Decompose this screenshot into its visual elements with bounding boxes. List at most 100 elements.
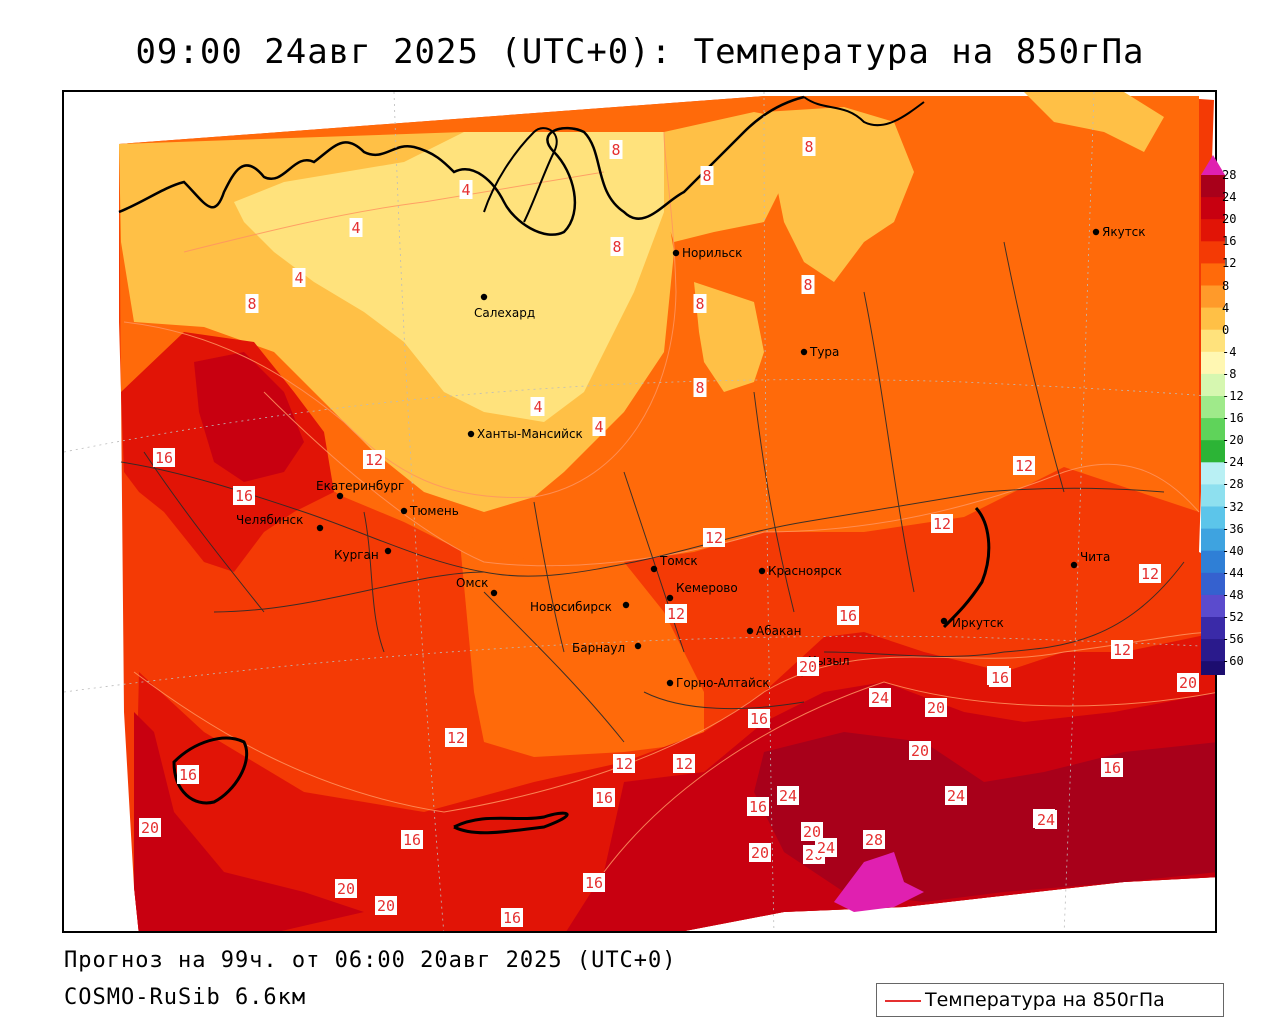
contour-label-bg xyxy=(375,896,397,915)
contour-label-bg xyxy=(501,908,523,927)
contour-label-bg xyxy=(700,166,714,185)
contour-label-bg xyxy=(693,378,707,397)
model-name: COSMO-RuSib 6.6км xyxy=(64,985,307,1010)
contour-label-bg xyxy=(1177,673,1199,692)
contour-label: 12 xyxy=(447,729,465,747)
field-28-hot xyxy=(834,852,924,912)
contour-label-bg xyxy=(801,275,815,294)
contour-label: 4 xyxy=(351,219,360,237)
field-4-8-ne2 xyxy=(1024,92,1164,152)
colorbar-segment xyxy=(1201,285,1225,309)
field-4-8-center xyxy=(694,282,764,392)
city-label: Омск xyxy=(456,576,488,590)
contour-label-bg xyxy=(593,788,615,807)
contour-label-bg xyxy=(610,237,624,256)
city-dot xyxy=(467,430,475,438)
contour-label-bg xyxy=(801,822,823,841)
city-label: Кемерово xyxy=(676,581,738,595)
contour-label-bg xyxy=(749,843,771,862)
contour-label-bg xyxy=(925,698,947,717)
baikal xyxy=(942,506,991,629)
contour-label: 12 xyxy=(933,515,951,533)
colorbar-tick-label: -48 xyxy=(1222,587,1244,602)
contour-label-bg xyxy=(665,604,687,623)
city-label: Абакан xyxy=(756,624,801,638)
colorbar-top-arrow xyxy=(1201,155,1225,175)
contour-label-bg xyxy=(747,797,769,816)
colorbar-tick-label: 20 xyxy=(1222,212,1237,227)
contour-label: 16 xyxy=(403,831,421,849)
contour-label: 20 xyxy=(141,819,159,837)
colorbar-tick-label: -44 xyxy=(1222,565,1244,580)
contour-label-bg xyxy=(1101,758,1123,777)
contour-label-bg xyxy=(245,294,259,313)
contour-label: 16 xyxy=(991,669,1009,687)
arctic-coast xyxy=(118,95,805,236)
city-dot xyxy=(622,601,630,609)
contour-label: 8 xyxy=(695,379,704,397)
city-dot xyxy=(940,617,948,625)
contour-label: 16 xyxy=(503,909,521,927)
contour-label-bg xyxy=(1139,564,1161,583)
contour-label-bg xyxy=(531,397,545,416)
contour-label-bg xyxy=(139,818,161,837)
city-label: Иркутск xyxy=(952,616,1004,630)
contour-label: 16 xyxy=(749,798,767,816)
colorbar-tick-label: -28 xyxy=(1222,477,1244,492)
contour-label: 16 xyxy=(179,766,197,784)
contour-label-bg xyxy=(989,668,1011,687)
temperature-map[interactable]: Якутск Норильск Салехард Тура Ханты-Мансийск… xyxy=(62,90,1217,933)
contour-label-bg xyxy=(335,879,357,898)
city-label: Чита xyxy=(1080,550,1110,564)
legend-line-swatch xyxy=(885,1000,921,1002)
colorbar-segment xyxy=(1201,484,1225,507)
contour-label: 8 xyxy=(702,167,711,185)
city-markers: Якутск Норильск Салехард Тура Ханты-Мансийск… xyxy=(236,225,1146,690)
contour-label: 12 xyxy=(705,529,723,547)
contour-label: 24 xyxy=(817,839,835,857)
colorbar-tick-label: -4 xyxy=(1222,344,1237,359)
city-dot xyxy=(800,348,808,356)
contour-label: 24 xyxy=(871,689,889,707)
city-label: Ханты-Мансийск xyxy=(477,427,583,441)
colorbar-segment xyxy=(1201,661,1225,675)
city-dot xyxy=(480,293,488,301)
contour-label-bg xyxy=(693,294,707,313)
city-dot xyxy=(336,492,344,500)
temperature-field xyxy=(119,92,1215,931)
contour-label: 16 xyxy=(595,789,613,807)
contour-label: 8 xyxy=(804,138,813,156)
admin-borders xyxy=(120,241,1185,743)
contour-label: 4 xyxy=(461,181,470,199)
contour-label: 20 xyxy=(803,823,821,841)
colorbar-segment xyxy=(1201,175,1225,198)
colorbar-segment xyxy=(1201,462,1225,485)
contour-label: 12 xyxy=(1015,457,1033,475)
contour-label: 20 xyxy=(377,897,395,915)
balkhash xyxy=(453,811,569,835)
colorbar-tick-label: 12 xyxy=(1222,256,1237,271)
contour-label-bg xyxy=(401,830,423,849)
field-8-12-south xyxy=(459,532,704,757)
contour-label: 4 xyxy=(294,269,303,287)
colorbar-tick-label: -56 xyxy=(1222,632,1244,647)
colorbar-segment xyxy=(1201,263,1225,286)
colorbar-tick-label: -24 xyxy=(1222,455,1244,470)
contour-label: 20 xyxy=(927,699,945,717)
contour-label-bg xyxy=(292,268,306,287)
contour-label: 16 xyxy=(235,487,253,505)
contour-label: 16 xyxy=(750,710,768,728)
city-dot xyxy=(666,679,674,687)
contour-label-bg xyxy=(153,448,175,467)
contour-label-bg xyxy=(459,180,473,199)
contour-label-bg xyxy=(445,728,467,747)
contour-label: 8 xyxy=(611,141,620,159)
contour-value-labels: 8888888444484416161212121212121212121616… xyxy=(139,137,1199,927)
field-20-24-sw xyxy=(134,712,364,931)
contour-label: 16 xyxy=(155,449,173,467)
colorbar-segment xyxy=(1201,351,1225,375)
colorbar-tick-label: 8 xyxy=(1222,278,1230,293)
contour-label-bg xyxy=(815,838,837,857)
colorbar-tick-label: 24 xyxy=(1222,190,1237,205)
colorbar-segment xyxy=(1201,506,1225,530)
